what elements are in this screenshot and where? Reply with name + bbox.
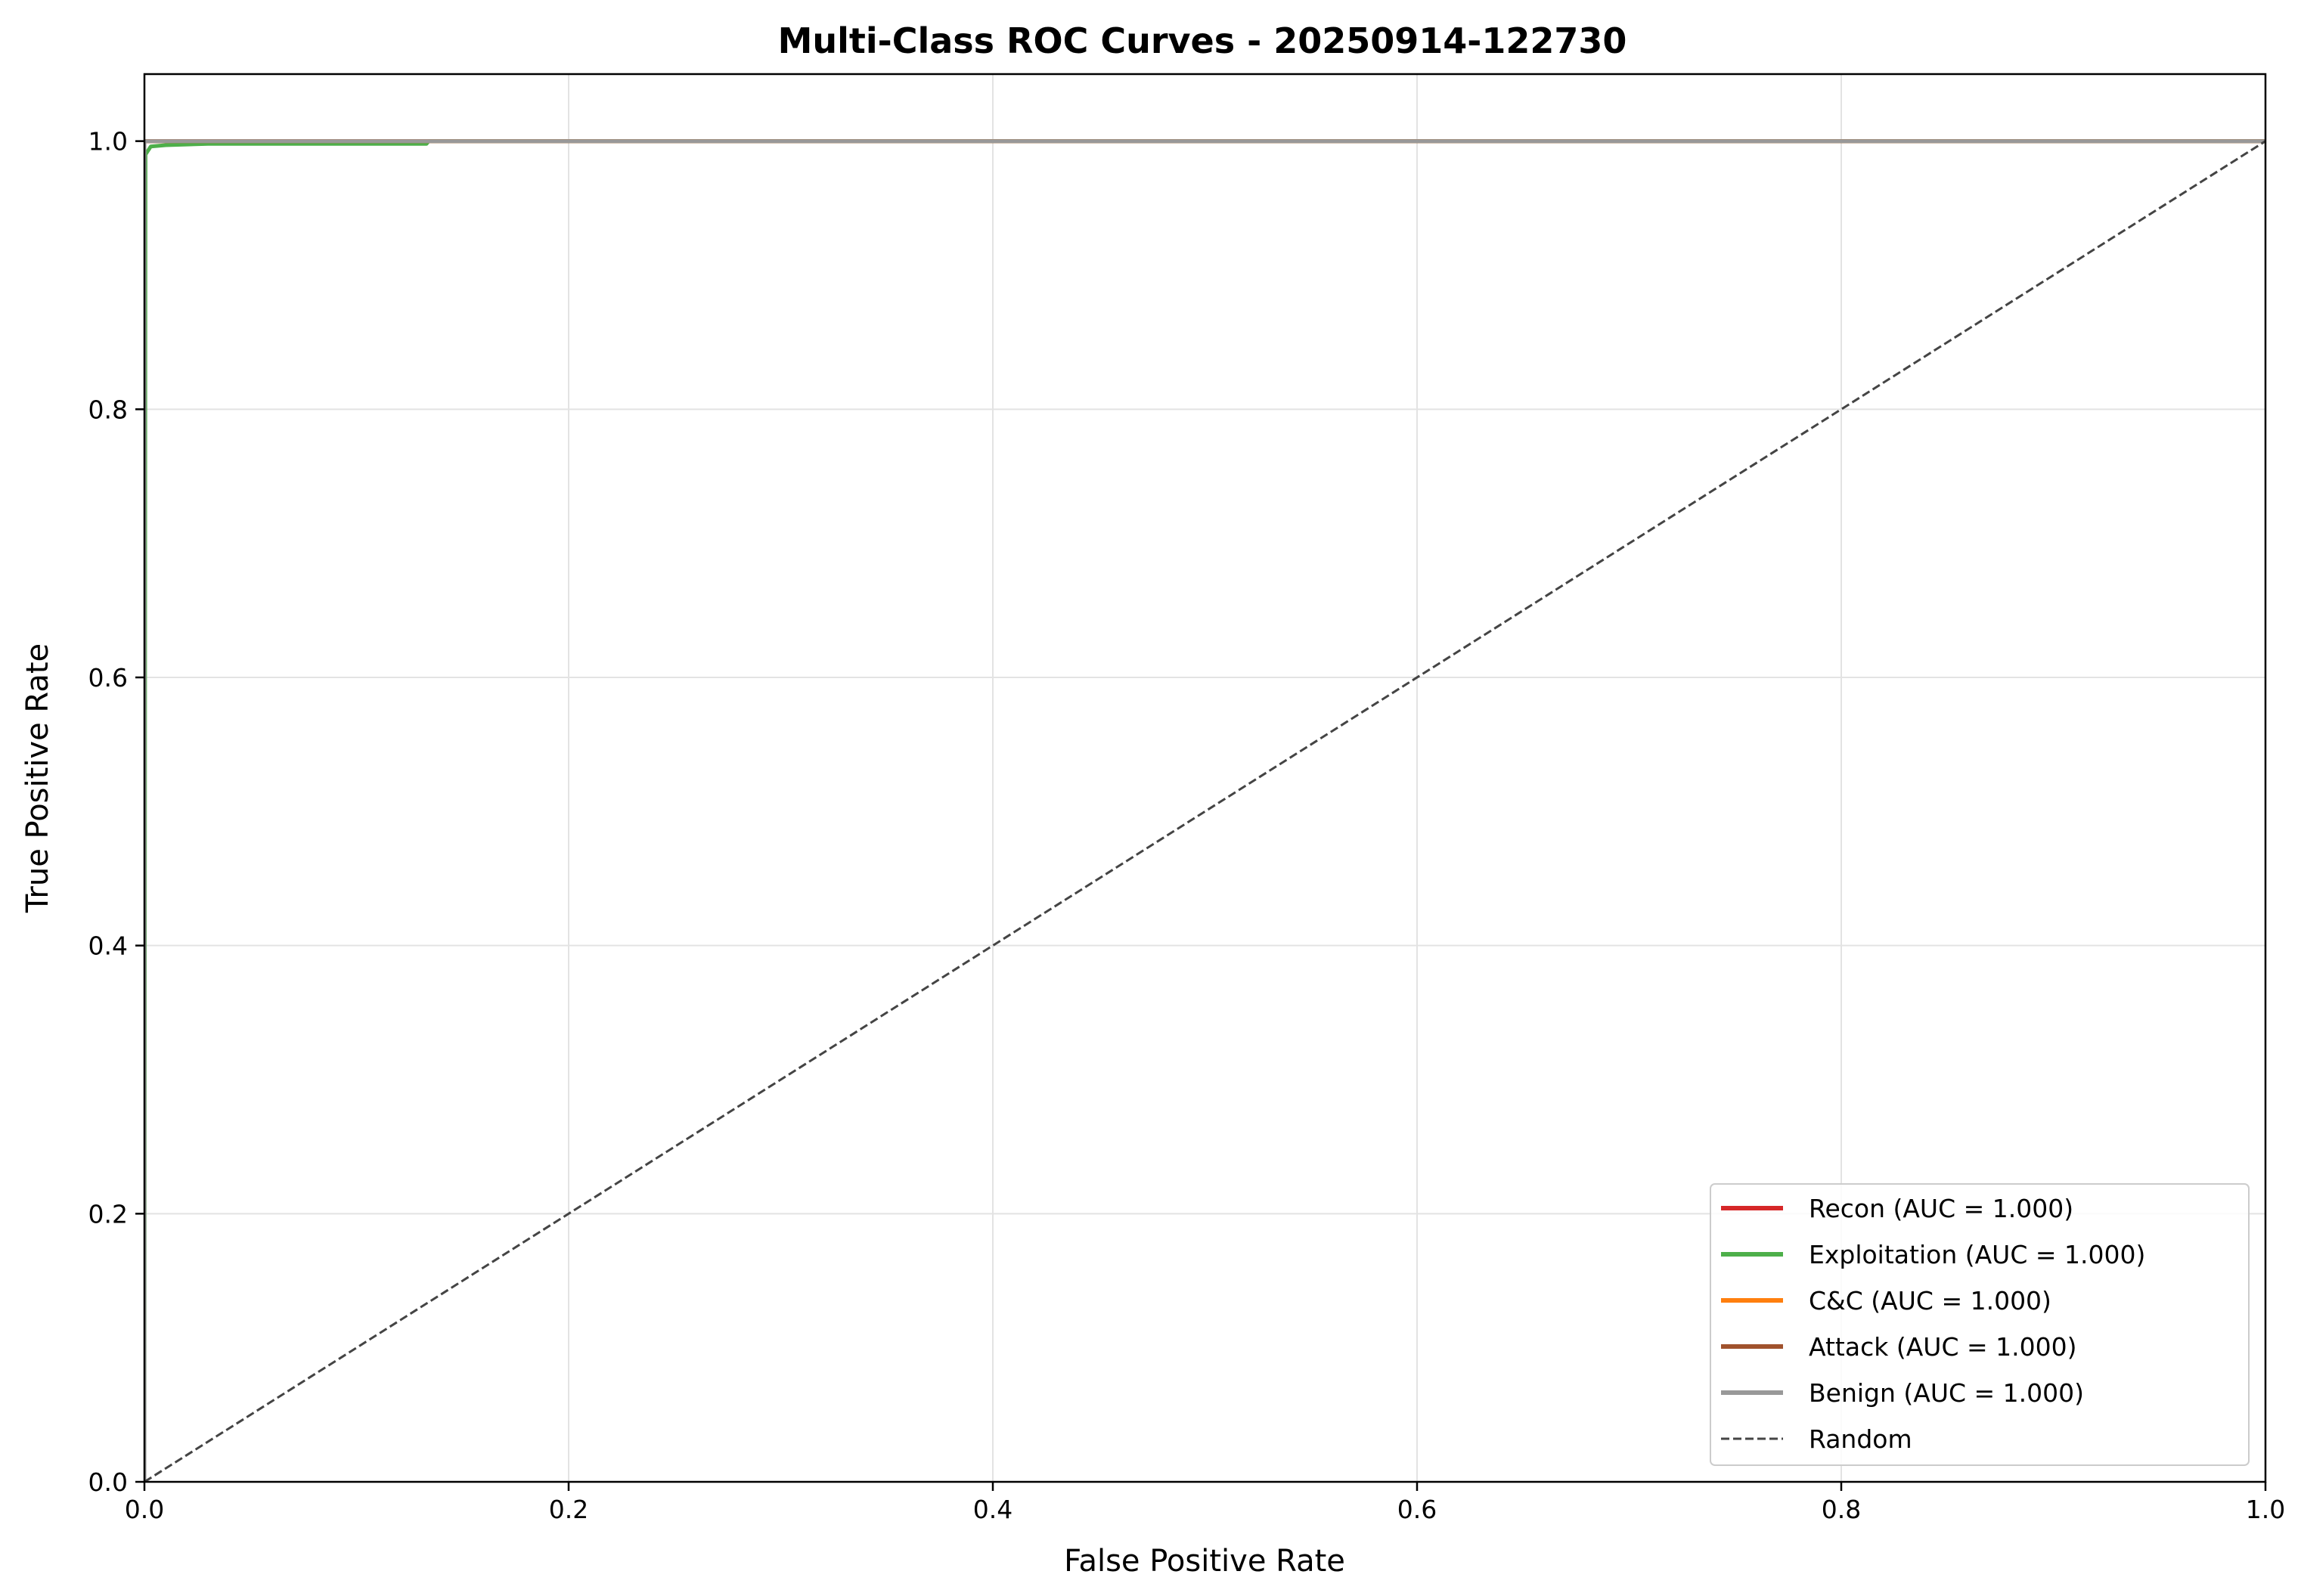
legend-label-4: Benign (AUC = 1.000) [1809,1378,2084,1408]
x-tick-label: 0.2 [549,1495,588,1524]
x-tick-label: 0.8 [1822,1495,1861,1524]
plot-area [144,139,2265,1482]
legend-label-1: Exploitation (AUC = 1.000) [1809,1240,2145,1269]
y-tick-label: 0.8 [88,395,128,424]
y-tick-label: 0.0 [88,1467,128,1497]
legend: Recon (AUC = 1.000) Exploitation (AUC = 1… [1710,1183,2250,1466]
plot-frame [143,73,2267,1483]
x-tick-label: 0.0 [125,1495,164,1524]
chart-title: Multi-Class ROC Curves - 20250914-122730 [778,20,1627,61]
x-axis-label: False Positive Rate [1064,1544,1345,1579]
y-axis-label: True Positive Rate [20,643,55,913]
grid [144,74,2266,1483]
x-tick-label: 1.0 [2246,1495,2285,1524]
x-tick-label: 0.4 [973,1495,1013,1524]
series-line-5 [144,140,2265,1482]
legend-label-0: Recon (AUC = 1.000) [1809,1194,2073,1223]
legend-label-2: C&C (AUC = 1.000) [1809,1286,2051,1316]
series-line-4 [144,139,2265,1482]
y-tick-label: 1.0 [88,127,128,157]
legend-label-3: Attack (AUC = 1.000) [1809,1332,2076,1362]
y-tick-label: 0.4 [88,931,128,961]
x-tick-label: 0.6 [1397,1495,1437,1524]
axis-ticks: 0.0 0.2 0.4 0.6 0.8 1.0 0.0 0.2 0.4 0.6 0.8 1.0 [88,127,2286,1524]
legend-label-5: Random [1809,1424,1912,1454]
y-tick-label: 0.6 [88,663,128,693]
y-tick-label: 0.2 [88,1199,128,1229]
legend-box [1710,1183,2250,1466]
